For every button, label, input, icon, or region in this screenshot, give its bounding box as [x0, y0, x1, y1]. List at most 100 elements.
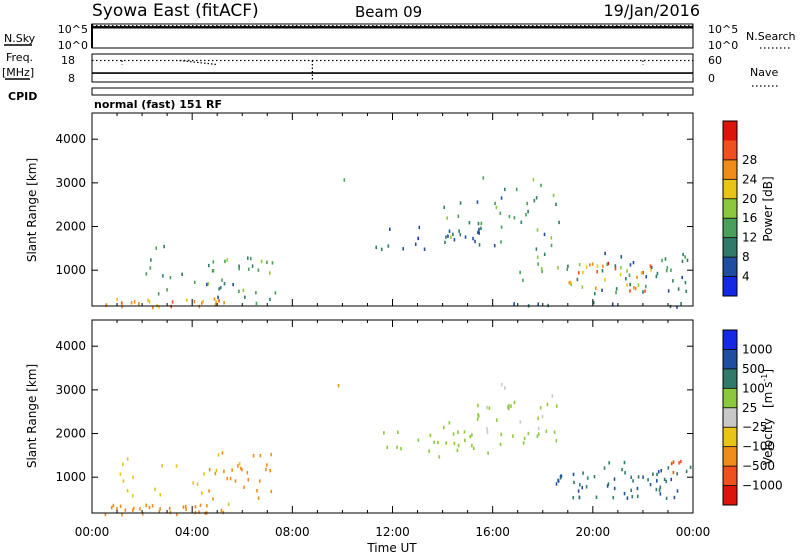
colorbar-segment	[723, 349, 737, 370]
radar-cell	[608, 461, 611, 465]
nsky-point	[536, 25, 538, 28]
radar-cell	[558, 220, 560, 225]
radar-cell	[576, 277, 579, 282]
radar-cell	[532, 177, 535, 182]
radar-cell	[458, 229, 460, 233]
radar-cell	[567, 264, 569, 269]
nsky-point	[584, 25, 586, 28]
radar-cell	[203, 472, 205, 476]
colorbar-tick-label: −25	[742, 420, 767, 434]
radar-cell	[513, 400, 516, 405]
power-scale-label: Power [dB]	[761, 176, 775, 241]
radar-cell	[652, 472, 654, 476]
radar-cell	[169, 510, 172, 515]
colorbar-tick-label: 500	[742, 362, 765, 376]
nave-label: Nave	[750, 66, 778, 79]
radar-cell	[182, 505, 185, 509]
radar-cell	[557, 478, 559, 483]
radar-cell	[218, 287, 220, 291]
y-tick-label: 3000	[55, 383, 86, 397]
nsky-point	[517, 25, 519, 28]
radar-cell	[487, 451, 489, 455]
beam-label: Beam 09	[355, 3, 422, 21]
nsky-point	[313, 25, 315, 28]
nsky-point	[531, 25, 534, 28]
radar-cell	[120, 301, 123, 305]
nsky-point	[105, 25, 108, 28]
radar-cell	[594, 286, 597, 290]
radar-cell	[596, 264, 599, 268]
freq-unit: [MHz]	[2, 66, 34, 79]
radar-cell	[607, 482, 610, 486]
radar-cell	[119, 504, 122, 509]
radar-cell	[519, 420, 522, 424]
radar-cell	[680, 302, 682, 306]
radar-cell	[181, 272, 183, 277]
radar-cell	[132, 506, 135, 511]
radar-cell	[260, 259, 263, 264]
radar-cell	[442, 425, 445, 430]
radar-cell	[184, 504, 187, 509]
radar-cell	[670, 268, 672, 272]
radar-cell	[387, 244, 390, 248]
radar-cell	[579, 483, 581, 487]
nsky-point	[676, 25, 679, 28]
radar-cell	[185, 298, 188, 302]
radar-cell	[626, 269, 628, 273]
radar-cell	[375, 245, 378, 250]
radar-cell	[592, 300, 595, 305]
radar-cell	[386, 445, 389, 450]
radar-cell	[581, 485, 584, 490]
nsky-point	[354, 25, 356, 28]
radar-cell	[649, 482, 652, 487]
radar-cell	[619, 272, 622, 277]
colorbar-tick-label: −500	[742, 459, 775, 473]
radar-cell	[536, 255, 539, 259]
radar-cell	[163, 244, 165, 249]
radar-cell	[159, 493, 162, 497]
colorbar-tick-label: 12	[742, 231, 757, 245]
nsky-point	[512, 25, 514, 28]
nsky-point	[507, 25, 509, 28]
radar-cell	[337, 384, 340, 388]
colorbar-segment	[723, 407, 737, 428]
nsky-point	[374, 25, 377, 28]
nsky-panel: N.Sky 10^5 10^0 10^5 10^0 N.Search	[4, 23, 796, 52]
nsky-point	[318, 25, 321, 28]
radar-cell	[637, 494, 639, 499]
radar-cell	[632, 260, 635, 265]
radar-cell	[452, 432, 455, 436]
nsky-point	[404, 25, 406, 28]
radar-cell	[593, 475, 596, 479]
radar-cell	[453, 441, 456, 446]
nsky-tick-bottom: 10^0	[58, 39, 88, 52]
radar-cell	[672, 279, 674, 283]
radar-cell	[116, 506, 118, 511]
nsky-point	[599, 25, 601, 28]
radar-cell	[500, 225, 503, 229]
radar-cell	[194, 505, 197, 509]
radar-cell	[661, 258, 663, 263]
radar-cell	[269, 468, 271, 473]
nsky-point	[446, 25, 448, 28]
radar-cell	[606, 484, 609, 488]
colorbar-segment	[723, 276, 737, 297]
colorbar-tick-label: 1000	[742, 342, 773, 356]
radar-cell	[666, 266, 669, 270]
radar-cell	[457, 443, 460, 448]
radar-cell	[601, 269, 604, 273]
radar-cell	[343, 178, 346, 182]
radar-cell	[644, 289, 646, 293]
nsky-point	[485, 25, 488, 28]
radar-cell	[573, 480, 575, 485]
radar-cell	[593, 291, 596, 296]
nsky-point	[227, 25, 229, 28]
radar-cell	[445, 235, 447, 239]
radar-cell	[676, 472, 678, 476]
radar-cell	[640, 271, 643, 275]
radar-cell	[482, 176, 485, 180]
nsky-point	[244, 25, 247, 28]
cpid-strip: CPID normal (fast) 151 RF	[8, 87, 694, 111]
colorbar-segment	[723, 121, 737, 141]
radar-cell	[238, 267, 240, 271]
